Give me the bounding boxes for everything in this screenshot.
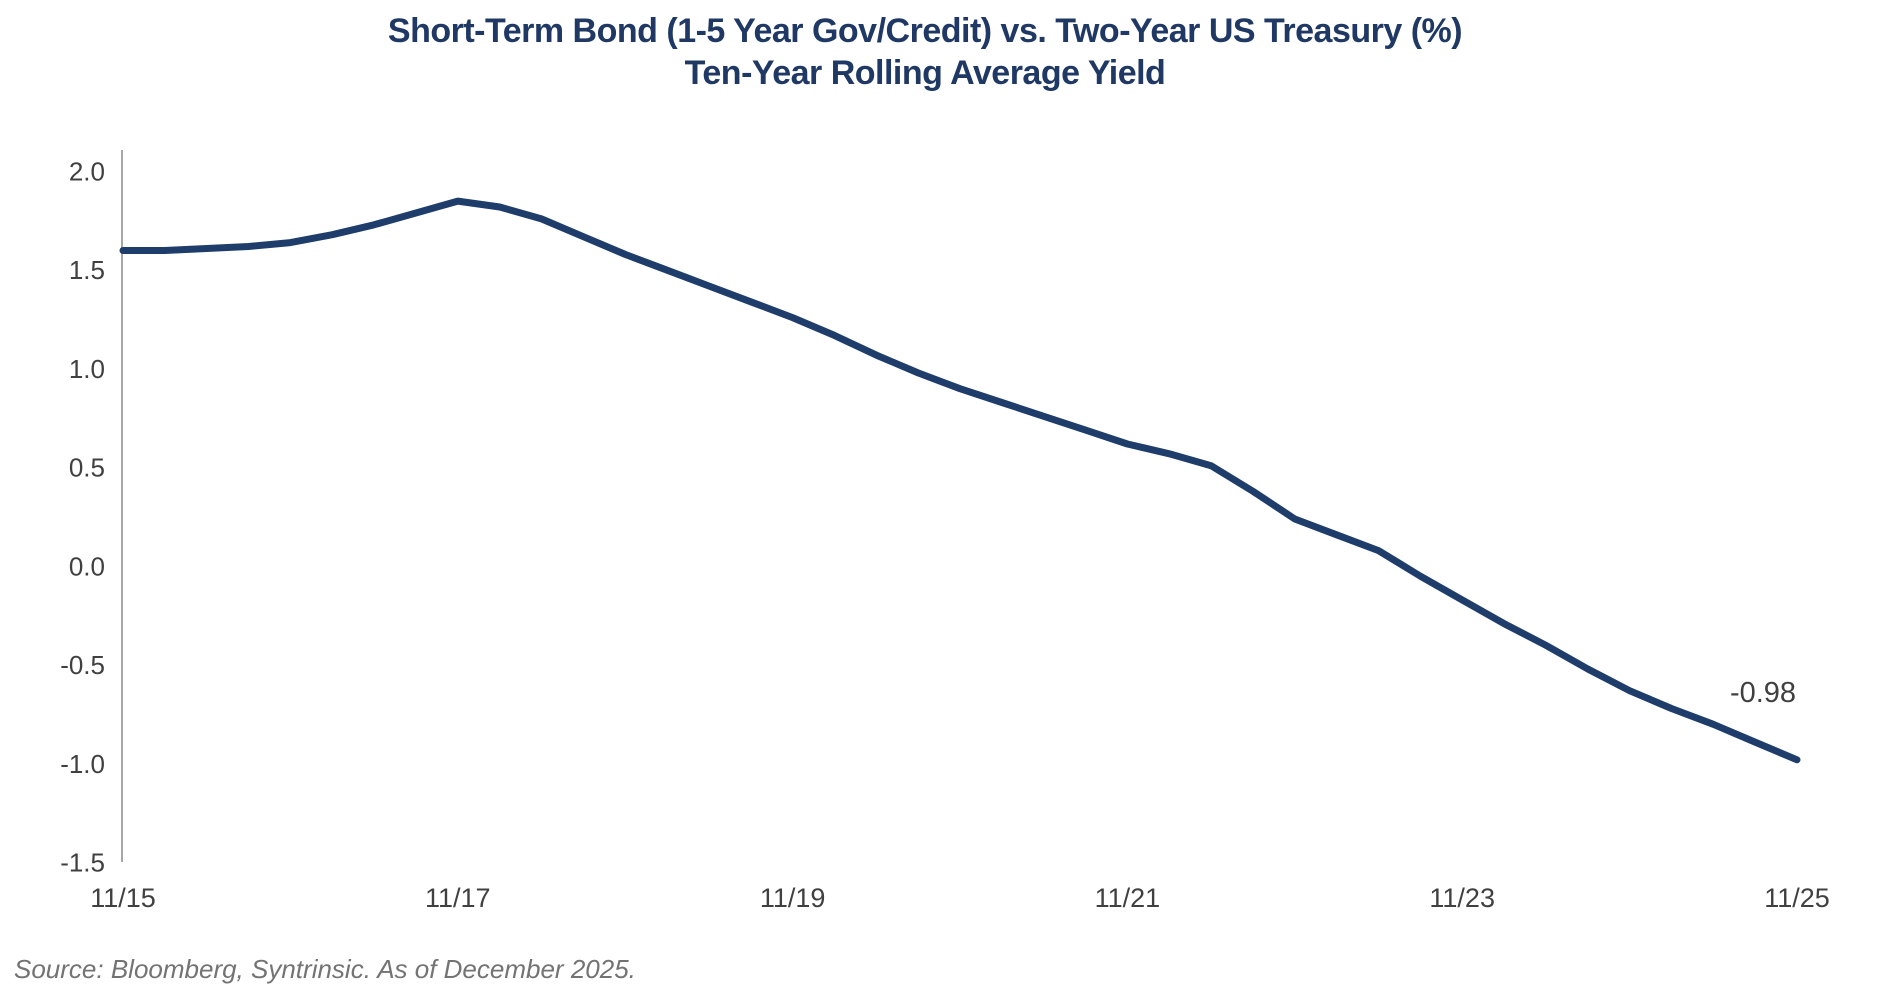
y-tick-label: 0.5 bbox=[69, 453, 105, 483]
y-tick-labels: 2.0 1.5 1.0 0.5 0.0 -0.5 -1.0 -1.5 bbox=[60, 157, 105, 878]
y-tick-label: 1.5 bbox=[69, 255, 105, 285]
y-tick-label: 1.0 bbox=[69, 354, 105, 384]
x-tick-label: 11/21 bbox=[1095, 883, 1161, 913]
x-tick-label: 11/23 bbox=[1429, 883, 1495, 913]
y-tick-label: 2.0 bbox=[69, 157, 105, 187]
source-note: Source: Bloomberg, Syntrinsic. As of Dec… bbox=[14, 954, 636, 984]
x-tick-labels: 11/15 11/17 11/19 11/21 11/23 11/25 bbox=[90, 883, 1830, 913]
x-tick-label: 11/25 bbox=[1764, 883, 1830, 913]
chart-title-line2: Ten-Year Rolling Average Yield bbox=[685, 54, 1166, 92]
series-end-value-label: -0.98 bbox=[1730, 677, 1796, 709]
yield-spread-series-line bbox=[119, 197, 1801, 764]
x-tick-label: 11/15 bbox=[90, 883, 156, 913]
y-tick-label: -1.0 bbox=[60, 749, 105, 779]
chart-title-line1: Short-Term Bond (1-5 Year Gov/Credit) vs… bbox=[388, 12, 1462, 50]
y-tick-label: -0.5 bbox=[60, 650, 105, 680]
y-tick-label: -1.5 bbox=[60, 848, 105, 878]
x-tick-label: 11/19 bbox=[760, 883, 826, 913]
x-tick-label: 11/17 bbox=[425, 883, 491, 913]
y-tick-label: 0.0 bbox=[69, 551, 105, 581]
